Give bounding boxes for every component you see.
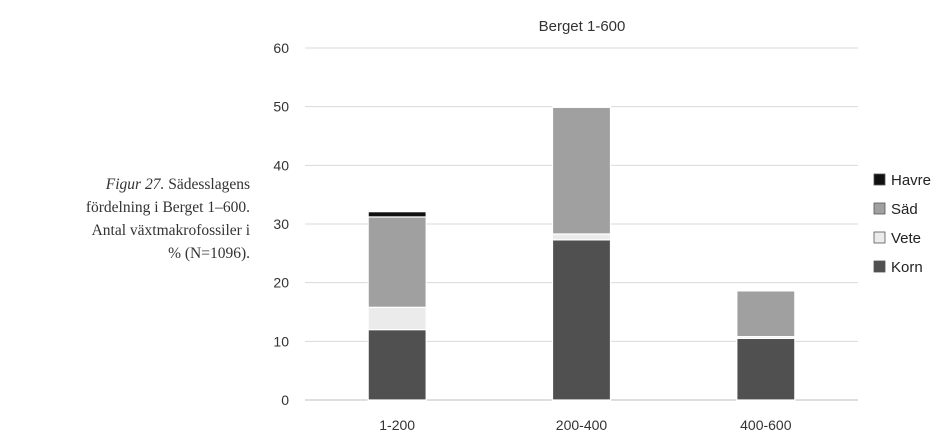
legend-swatch-vete (873, 231, 886, 244)
y-tick-label: 10 (273, 333, 289, 349)
legend-swatch-havre (873, 173, 886, 186)
bar-400-600-korn (736, 337, 796, 401)
figure-caption: Figur 27. Sädesslagens fördelning i Berg… (0, 173, 250, 265)
bar-1-200-havre (367, 211, 427, 218)
y-axis-tick-labels: 0 10 20 30 40 50 60 (273, 40, 289, 408)
x-tick-label: 1-200 (379, 417, 415, 433)
legend-label-korn: Korn (891, 259, 923, 276)
bar-200-400-korn (551, 239, 612, 401)
bar-1-200-vete (367, 306, 427, 331)
caption-line-2: fördelning i Berget 1–600. (85, 199, 250, 216)
y-tick-label: 30 (273, 216, 289, 232)
legend-label-vete: Vete (891, 230, 921, 247)
bar-400-600-s-d (736, 290, 796, 338)
chart-title: Berget 1-600 (539, 18, 626, 35)
bars (367, 106, 796, 401)
legend-swatch-s-d (873, 202, 886, 215)
bar-200-400-vete (551, 233, 612, 241)
legend: Havre Säd Vete Korn (873, 172, 931, 276)
figure-label: Figur 27. (105, 176, 165, 193)
bar-200-400-s-d (551, 106, 612, 235)
y-tick-label: 40 (273, 157, 289, 173)
bar-200-400-havre (551, 106, 612, 108)
caption-line-3: Antal växtmakrofossiler i (91, 222, 250, 239)
bar-1-200-korn (367, 329, 427, 401)
bar-1-200-s-d (367, 216, 427, 308)
x-tick-label: 200-400 (556, 417, 608, 433)
legend-label-s-d: Säd (891, 201, 918, 218)
caption-line-1: Sädesslagens (168, 176, 250, 193)
legend-swatch-korn (873, 260, 886, 273)
x-axis-tick-labels: 1-200 200-400 400-600 (379, 417, 791, 433)
legend-label-havre: Havre (891, 172, 931, 189)
caption-line-4: % (N=1096). (168, 245, 250, 262)
y-tick-label: 60 (273, 40, 289, 56)
y-tick-label: 20 (273, 275, 289, 291)
y-tick-label: 0 (281, 392, 289, 408)
x-tick-label: 400-600 (740, 417, 792, 433)
y-tick-label: 50 (273, 99, 289, 115)
